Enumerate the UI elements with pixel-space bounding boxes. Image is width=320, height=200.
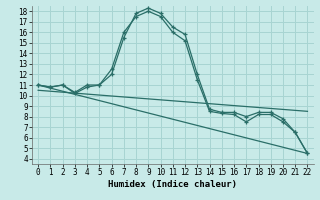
X-axis label: Humidex (Indice chaleur): Humidex (Indice chaleur) xyxy=(108,180,237,189)
